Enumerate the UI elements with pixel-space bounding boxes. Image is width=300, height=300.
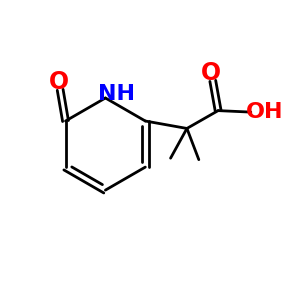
Text: O: O [201,61,221,85]
Text: NH: NH [98,83,135,103]
Text: O: O [49,70,69,94]
Text: OH: OH [246,102,284,122]
